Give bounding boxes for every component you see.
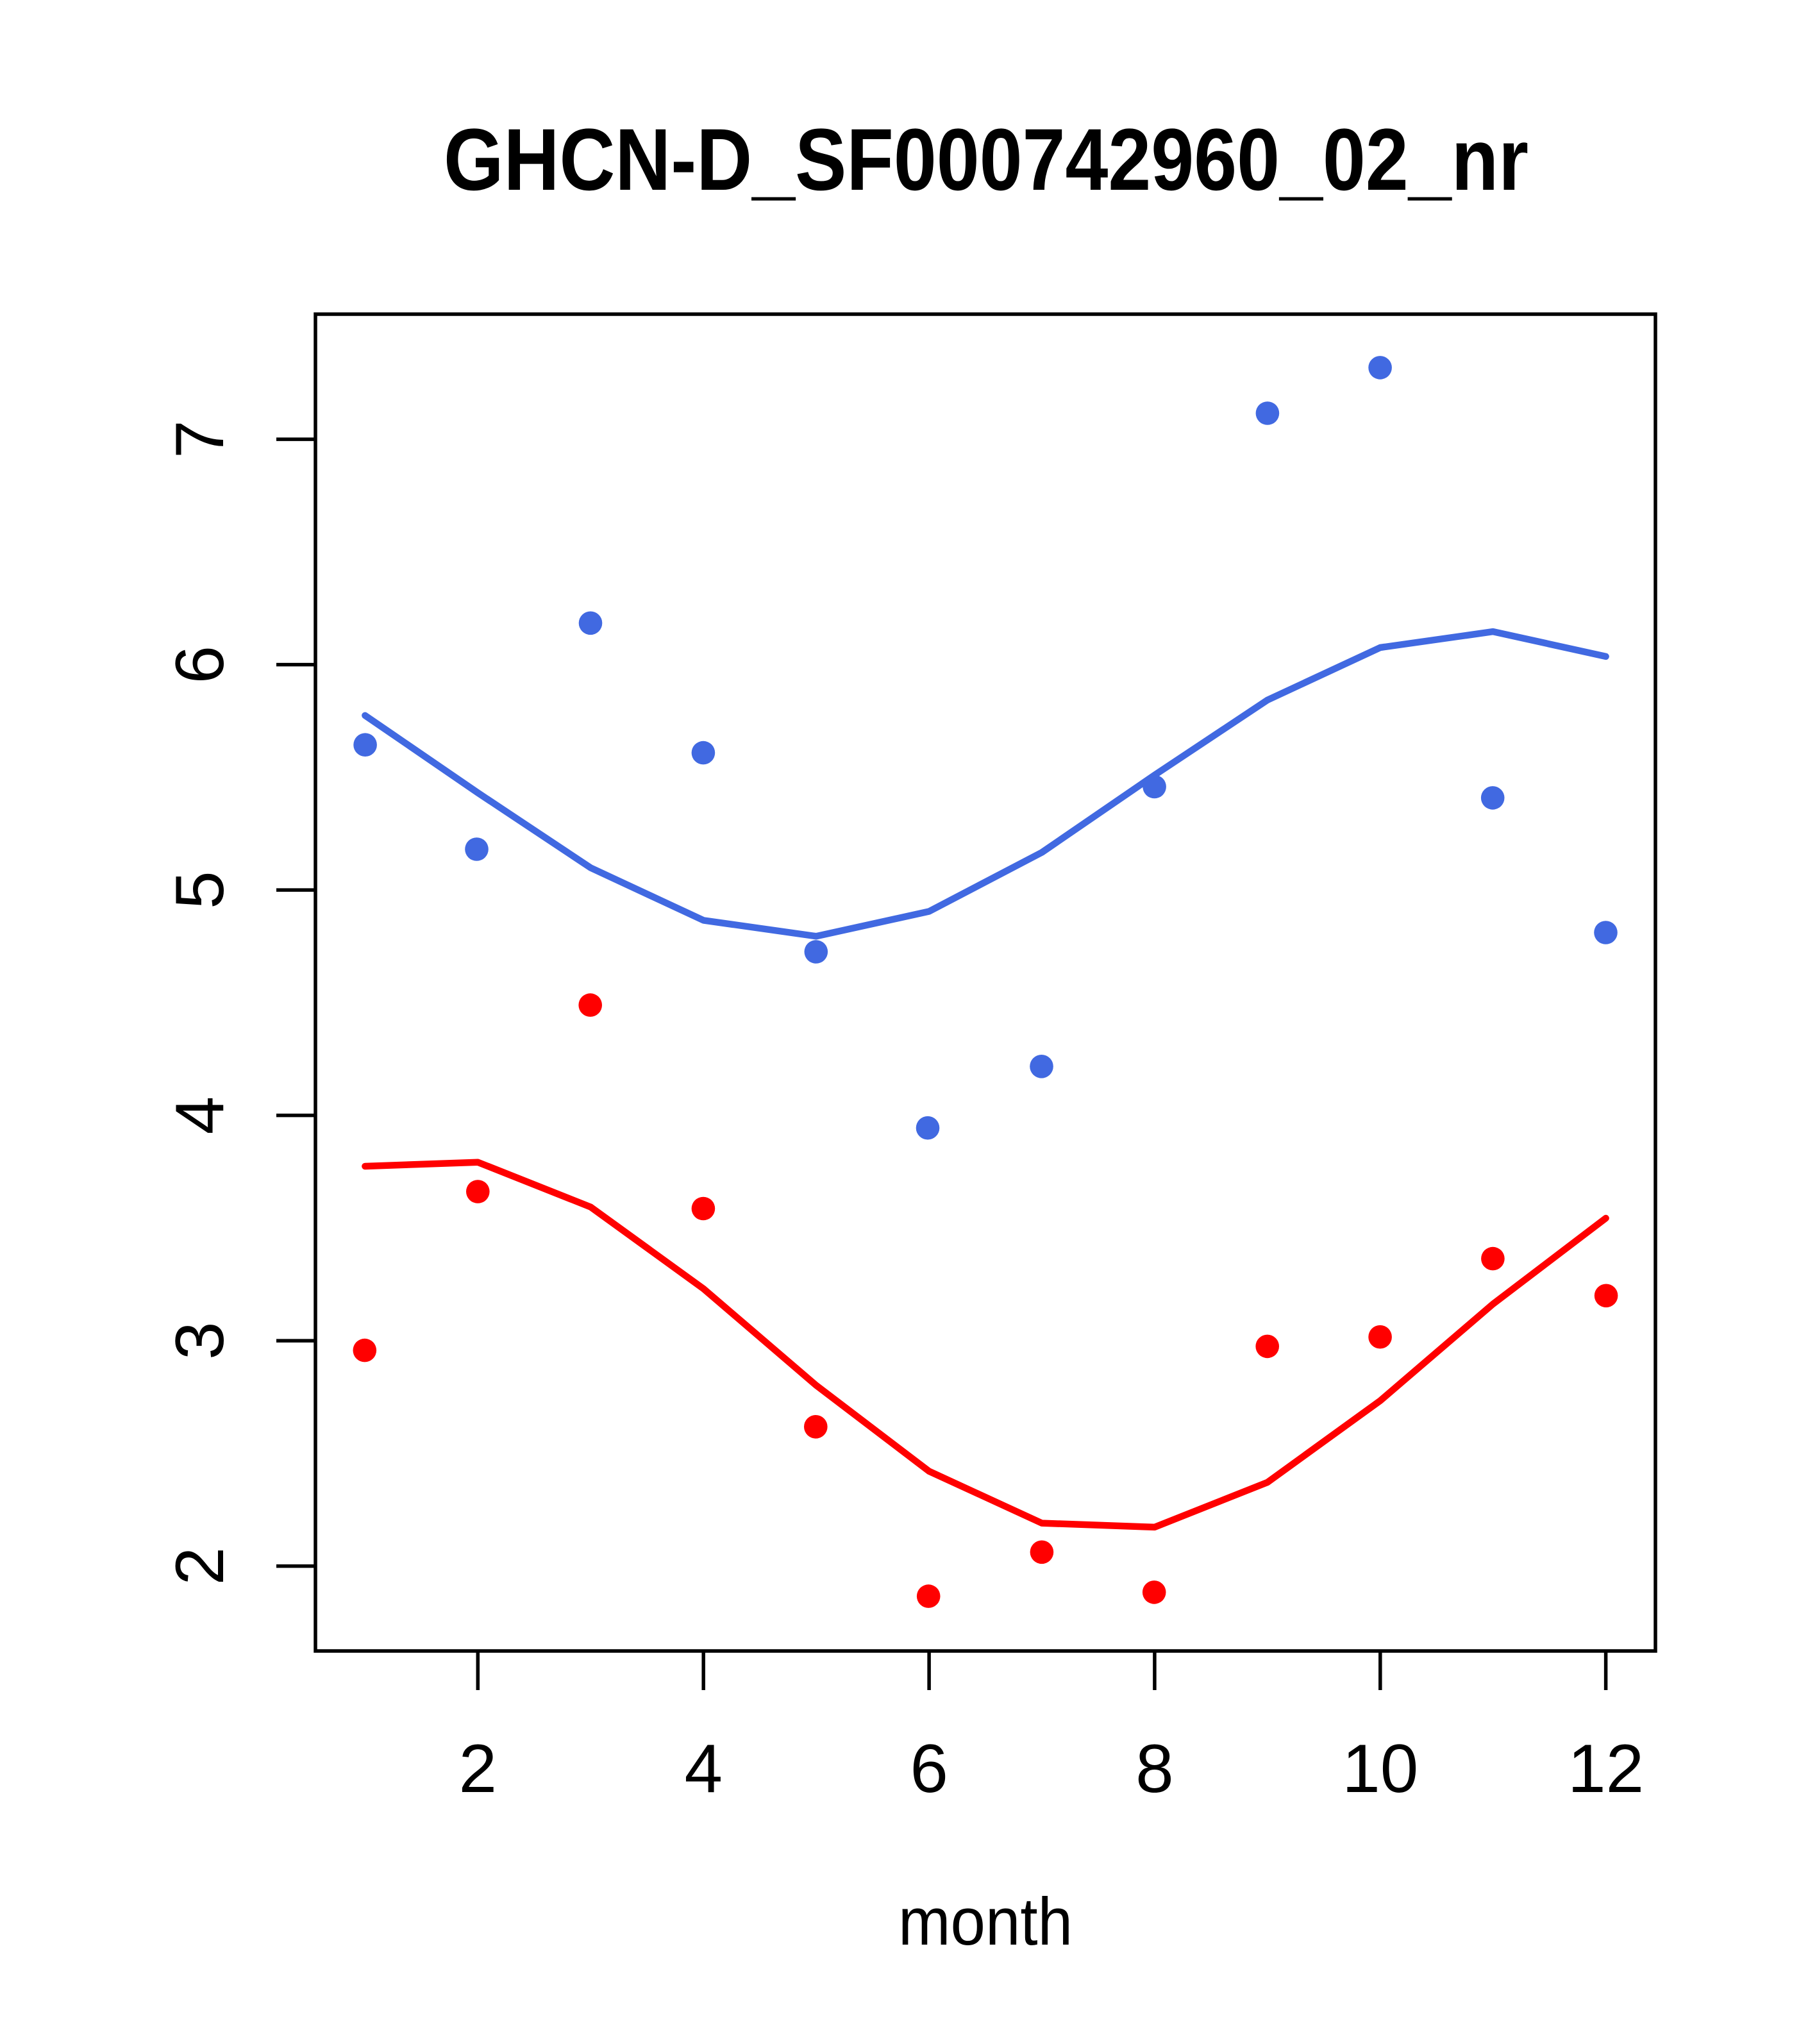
svg-text:7: 7 bbox=[161, 420, 238, 458]
svg-text:2: 2 bbox=[161, 1547, 238, 1586]
svg-text:10: 10 bbox=[1342, 1730, 1418, 1807]
svg-text:4: 4 bbox=[161, 1096, 238, 1135]
svg-text:month: month bbox=[898, 1884, 1073, 1959]
svg-text:5: 5 bbox=[161, 871, 238, 909]
svg-text:4: 4 bbox=[684, 1730, 723, 1807]
svg-text:GHCN-D_SF000742960_02_nr: GHCN-D_SF000742960_02_nr bbox=[444, 111, 1528, 209]
svg-text:8: 8 bbox=[1135, 1730, 1174, 1807]
svg-text:2: 2 bbox=[459, 1730, 498, 1807]
svg-text:6: 6 bbox=[910, 1730, 948, 1807]
svg-text:12: 12 bbox=[1568, 1730, 1644, 1807]
svg-text:3: 3 bbox=[161, 1321, 238, 1360]
svg-text:6: 6 bbox=[161, 646, 238, 684]
